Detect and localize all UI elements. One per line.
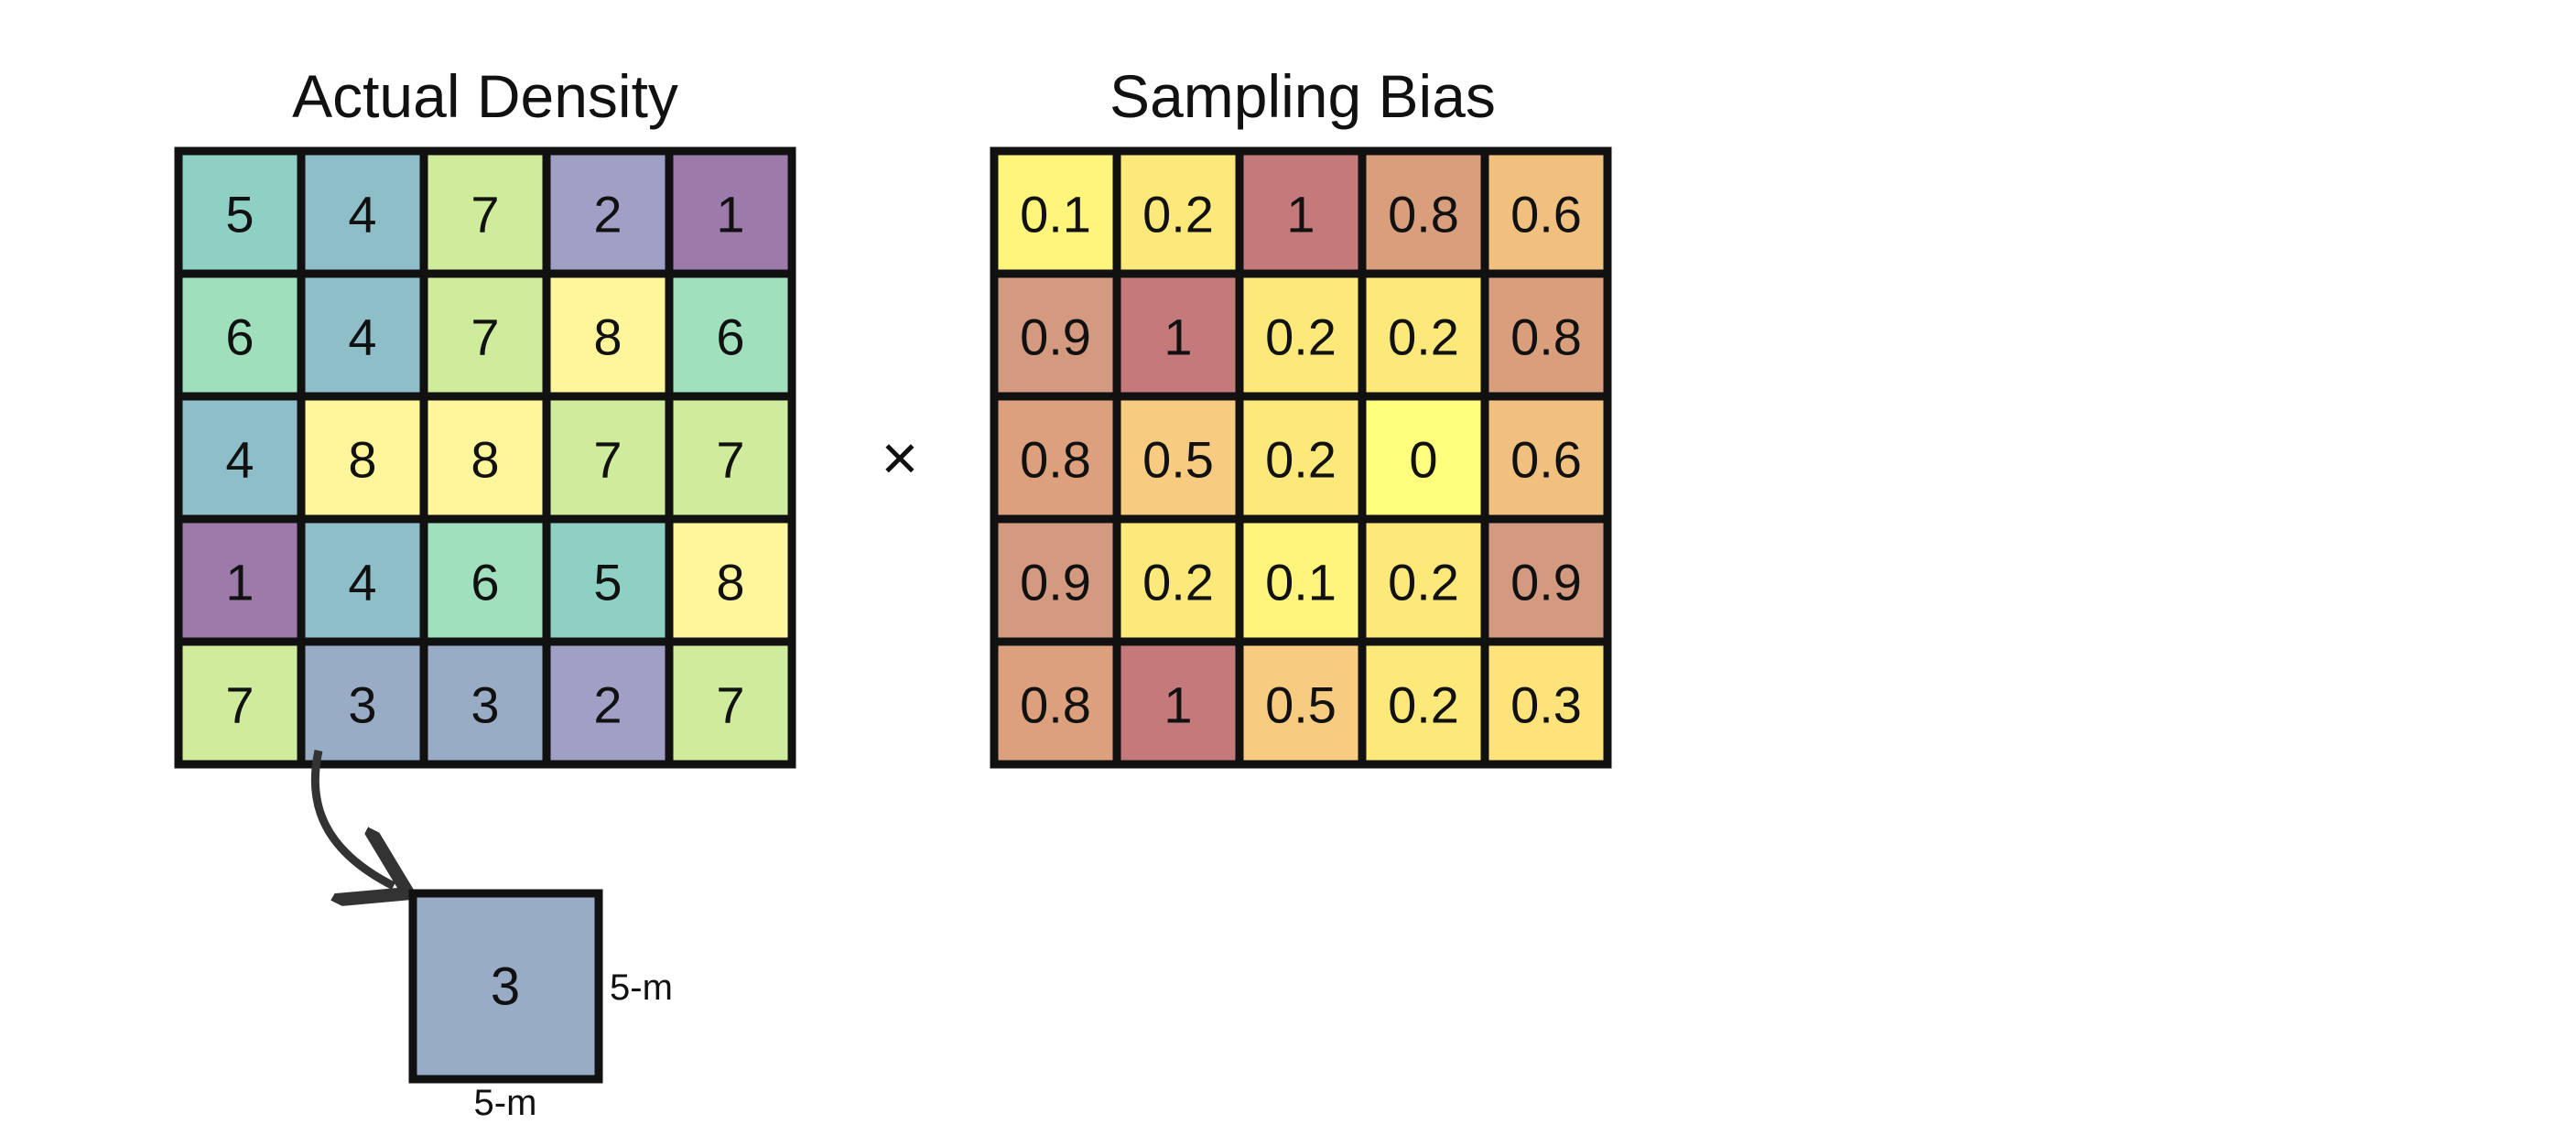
bias-cell-value: 0.2 <box>1142 554 1214 611</box>
density-cell-value: 4 <box>348 308 376 366</box>
bias-cell-value: 1 <box>1286 186 1315 243</box>
bias-cell-value: 0.6 <box>1510 431 1582 489</box>
density-cell-value: 7 <box>593 431 622 489</box>
zoom-cell-value: 3 <box>491 957 520 1017</box>
sampling-bias-grid: 0.1 0.2 1 0.8 0.6 0.9 1 0.2 0.2 0.8 0.8 0.5 0.2 0 0.6 0… <box>990 146 1612 769</box>
zoom-bottom-label: 5-m <box>474 1083 537 1123</box>
bias-cell-value: 0.2 <box>1388 554 1459 611</box>
density-cell-value: 5 <box>225 186 254 243</box>
bias-cell-value: 0.8 <box>1020 431 1091 489</box>
density-cell-value: 5 <box>593 554 622 611</box>
bias-cell-value: 0.2 <box>1388 308 1459 366</box>
bias-cell-value: 0.8 <box>1388 186 1459 243</box>
density-cell-r1c4 <box>665 269 796 401</box>
density-cell-value: 8 <box>593 308 622 366</box>
density-cell-value: 8 <box>471 431 499 489</box>
density-cell-r3c4 <box>665 514 796 646</box>
density-cell-r1c2 <box>419 269 551 401</box>
zoom-cell <box>408 889 603 1084</box>
density-cell-value: 6 <box>471 554 499 611</box>
actual-density-grid: 5 4 7 2 1 6 4 7 8 6 4 8 8 7 7 1 4 6 5 8 7 3 3 2 7 <box>174 146 796 769</box>
density-cell-value: 3 <box>348 676 376 734</box>
bias-cell-value: 0.5 <box>1142 431 1214 489</box>
bias-cell-value: 0.2 <box>1142 186 1214 243</box>
bias-cell-value: 1 <box>1164 676 1192 734</box>
bias-cell-r2c0 <box>990 392 1121 524</box>
density-cell-value: 4 <box>348 186 376 243</box>
density-cell-value: 8 <box>716 554 744 611</box>
multiply-operator: × <box>882 422 919 493</box>
bias-cell-r4c0 <box>990 637 1121 769</box>
bias-cell-r4c2 <box>1235 637 1367 769</box>
bias-cell-value: 0.8 <box>1020 676 1091 734</box>
density-cell-value: 1 <box>225 554 254 611</box>
bias-cell-value: 0.9 <box>1020 308 1091 366</box>
bias-cell-value: 0 <box>1409 431 1437 489</box>
bias-cell-value: 0.2 <box>1388 676 1459 734</box>
bias-cell-r4c1 <box>1112 637 1244 769</box>
bias-cell-r1c0 <box>990 269 1121 401</box>
density-cell-value: 6 <box>225 308 254 366</box>
density-cell-value: 1 <box>716 186 744 243</box>
bias-cell-r0c1 <box>1112 146 1244 278</box>
bias-cell-value: 0.5 <box>1265 676 1337 734</box>
bias-cell-value: 0.3 <box>1510 676 1582 734</box>
bias-cell-value: 0.1 <box>1020 186 1091 243</box>
left-grid-title: Actual Density <box>292 62 678 130</box>
density-cell-r4c0 <box>174 637 306 769</box>
bias-cell-value: 0.9 <box>1510 554 1582 611</box>
density-cell-value: 3 <box>471 676 499 734</box>
zoom-side-label: 5-m <box>610 967 673 1008</box>
density-cell-value: 7 <box>471 308 499 366</box>
density-cell-r3c1 <box>297 514 428 646</box>
density-cell-r4c2 <box>419 637 551 769</box>
right-grid-title: Sampling Bias <box>1109 62 1496 130</box>
density-cell-value: 8 <box>348 431 376 489</box>
zoom-arrow <box>310 750 394 886</box>
density-cell-value: 4 <box>348 554 376 611</box>
density-cell-value: 7 <box>225 676 254 734</box>
density-cell-r4c4 <box>665 637 796 769</box>
bias-cell-value: 0.2 <box>1265 431 1337 489</box>
bias-cell-value: 1 <box>1164 308 1192 366</box>
density-cell-value: 6 <box>716 308 744 366</box>
density-cell-value: 4 <box>225 431 254 489</box>
bias-cell-value: 0.9 <box>1020 554 1091 611</box>
density-cell-value: 7 <box>716 431 744 489</box>
bias-cell-r0c4 <box>1480 146 1612 278</box>
density-cell-value: 2 <box>593 186 622 243</box>
density-cell-value: 2 <box>593 676 622 734</box>
bias-cell-value: 0.8 <box>1510 308 1582 366</box>
bias-cell-r4c3 <box>1358 637 1489 769</box>
density-cell-value: 7 <box>471 186 499 243</box>
bias-cell-value: 0.6 <box>1510 186 1582 243</box>
bias-cell-value: 0.2 <box>1265 308 1337 366</box>
bias-cell-r4c4 <box>1480 637 1612 769</box>
density-cell-r3c3 <box>542 514 674 646</box>
density-cell-value: 7 <box>716 676 744 734</box>
bias-cell-value: 0.1 <box>1265 554 1337 611</box>
